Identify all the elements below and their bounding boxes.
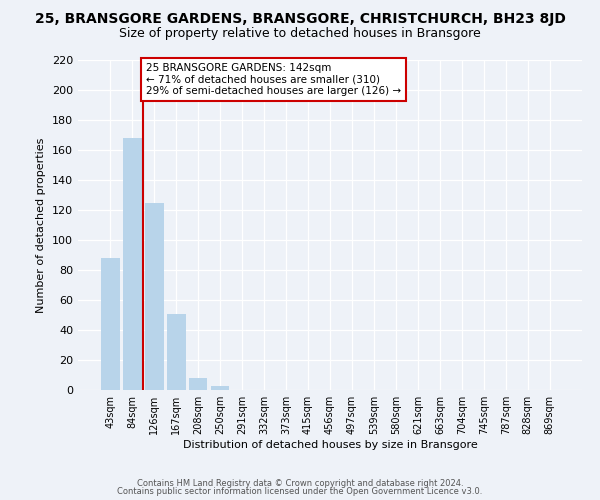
- Y-axis label: Number of detached properties: Number of detached properties: [37, 138, 46, 312]
- Bar: [145, 202, 164, 390]
- Text: Size of property relative to detached houses in Bransgore: Size of property relative to detached ho…: [119, 28, 481, 40]
- Bar: [101, 258, 119, 390]
- X-axis label: Distribution of detached houses by size in Bransgore: Distribution of detached houses by size …: [182, 440, 478, 450]
- Bar: [167, 314, 185, 390]
- Text: Contains public sector information licensed under the Open Government Licence v3: Contains public sector information licen…: [118, 487, 482, 496]
- Bar: [123, 138, 142, 390]
- Bar: [189, 378, 208, 390]
- Text: 25 BRANSGORE GARDENS: 142sqm
← 71% of detached houses are smaller (310)
29% of s: 25 BRANSGORE GARDENS: 142sqm ← 71% of de…: [146, 63, 401, 96]
- Text: 25, BRANSGORE GARDENS, BRANSGORE, CHRISTCHURCH, BH23 8JD: 25, BRANSGORE GARDENS, BRANSGORE, CHRIST…: [35, 12, 565, 26]
- Text: Contains HM Land Registry data © Crown copyright and database right 2024.: Contains HM Land Registry data © Crown c…: [137, 478, 463, 488]
- Bar: [211, 386, 229, 390]
